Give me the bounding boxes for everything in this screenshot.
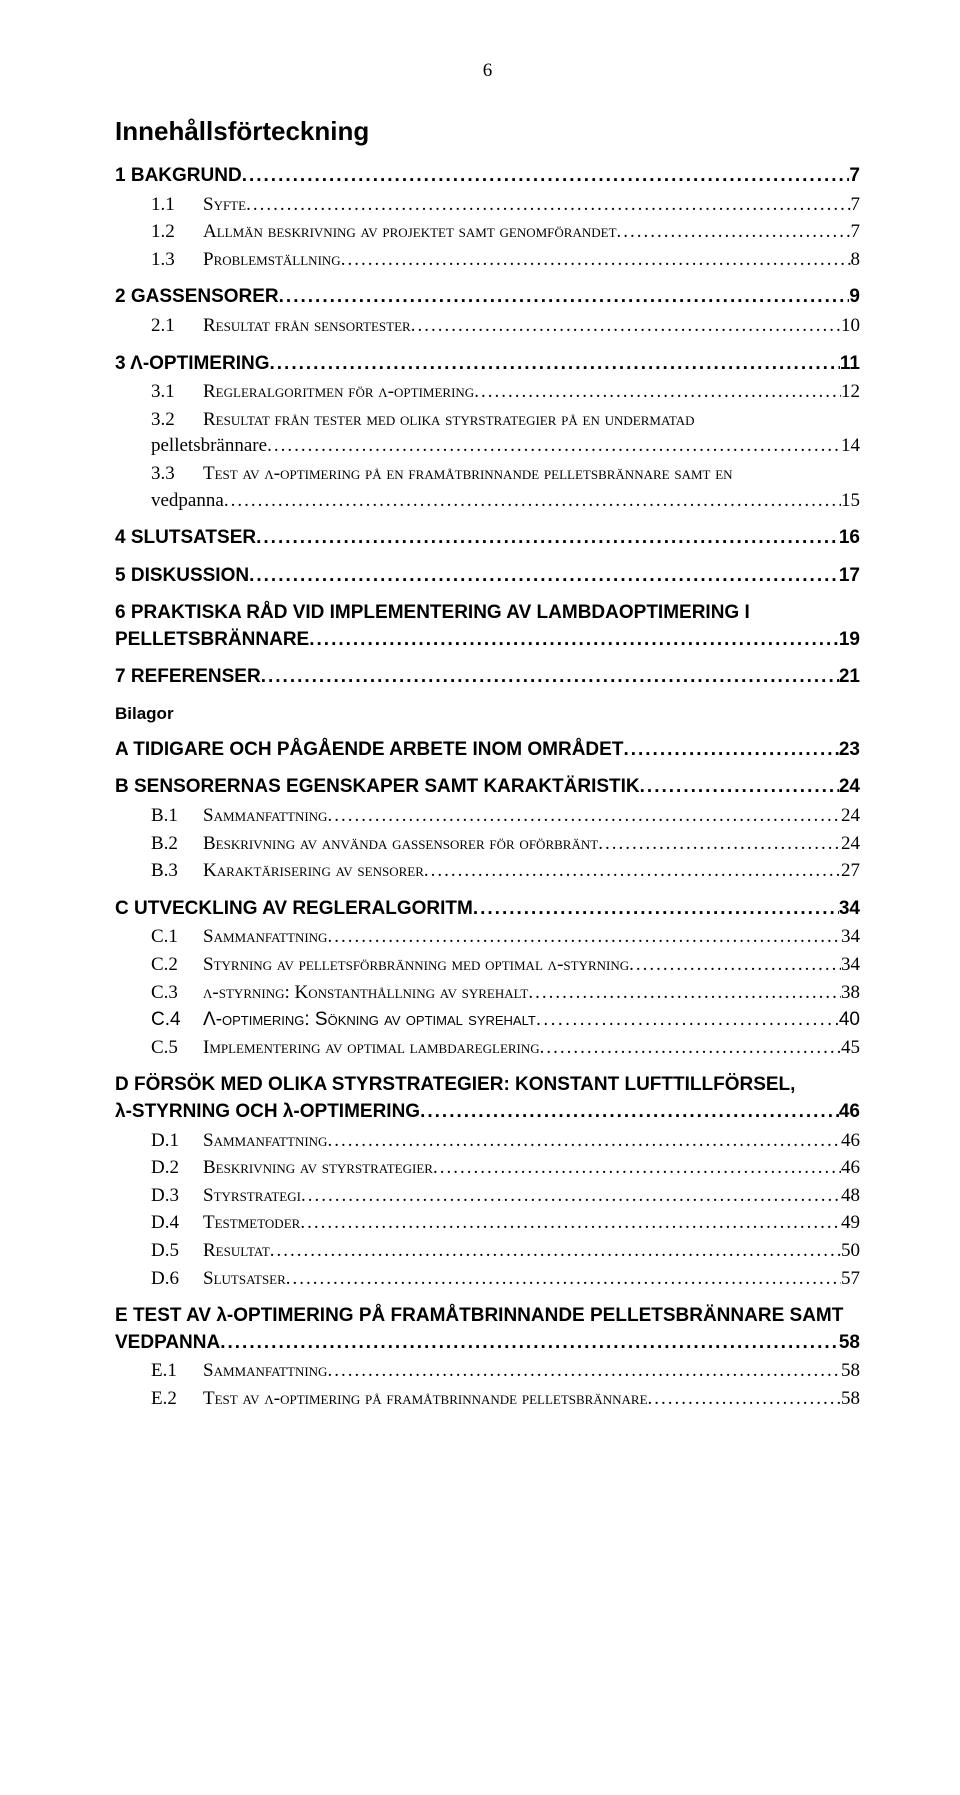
toc-entry-h2: C.5Implementering av optimal lambdaregle… [115, 1035, 860, 1062]
toc-entry-h2: C.3λ-styrning: Konstanthållning av syreh… [115, 980, 860, 1007]
toc-entry-h2: C.4Λ-optimering: Sökning av optimal syre… [115, 1007, 860, 1034]
toc-entry-h2: 3.2Resultat från tester med olika styrst… [115, 407, 860, 460]
toc-entry-h2: 1.2Allmän beskrivning av projektet samt … [115, 219, 860, 246]
toc-entry-h1: E TEST AV λ-OPTIMERING PÅ FRAMÅTBRINNAND… [115, 1303, 860, 1356]
toc-entry-h2: D.5Resultat.............................… [115, 1238, 860, 1265]
toc-entry-h2: 1.1Syfte................................… [115, 192, 860, 219]
toc-entry-h2: B.1Sammanfattning.......................… [115, 803, 860, 830]
toc-title: Innehållsförteckning [115, 113, 860, 149]
toc-entry-h2: D.1Sammanfattning.......................… [115, 1128, 860, 1155]
toc-entry-h2: E.1Sammanfattning.......................… [115, 1358, 860, 1385]
toc-entry-h2: 3.3Test av λ-optimering på en framåtbrin… [115, 461, 860, 514]
toc-entry-h1: 2 GASSENSORER...........................… [115, 284, 860, 311]
toc-body: 1 BAKGRUND..............................… [115, 163, 860, 1413]
toc-entry-h2: 3.1Regleralgoritmen för λ-optimering....… [115, 379, 860, 406]
toc-entry-h1: 5 DISKUSSION............................… [115, 563, 860, 590]
bilagor-heading: Bilagor [115, 702, 860, 726]
toc-entry-h2: D.3Styrstrategi.........................… [115, 1183, 860, 1210]
toc-entry-h1: B SENSORERNAS EGENSKAPER SAMT KARAKTÄRIS… [115, 774, 860, 801]
toc-entry-h2: D.6Slutsatser...........................… [115, 1266, 860, 1293]
toc-entry-h1: 3 Λ-OPTIMERING..........................… [115, 351, 860, 378]
toc-entry-h1: D FÖRSÖK MED OLIKA STYRSTRATEGIER: KONST… [115, 1072, 860, 1125]
toc-entry-h1: 7 REFERENSER............................… [115, 664, 860, 691]
toc-entry-h1: 1 BAKGRUND..............................… [115, 163, 860, 190]
toc-entry-h1: 4 SLUTSATSER............................… [115, 525, 860, 552]
toc-entry-h2: D.2Beskrivning av styrstrategier........… [115, 1155, 860, 1182]
toc-entry-h2: E.2Test av λ-optimering på framåtbrinnan… [115, 1386, 860, 1413]
toc-entry-h1: 6 PRAKTISKA RÅD VID IMPLEMENTERING AV LA… [115, 600, 860, 653]
toc-entry-h2: 2.1Resultat från sensortester...........… [115, 313, 860, 340]
toc-entry-h2: B.2Beskrivning av använda gassensorer fö… [115, 831, 860, 858]
toc-entry-h1: C UTVECKLING AV REGLERALGORITM..........… [115, 896, 860, 923]
toc-entry-h2: B.3Karaktärisering av sensorer..........… [115, 858, 860, 885]
toc-entry-h2: 1.3Problemställning.....................… [115, 247, 860, 274]
toc-entry-h2: C.2Styrning av pelletsförbränning med op… [115, 952, 860, 979]
page-number: 6 [115, 58, 860, 85]
toc-entry-h2: D.4Testmetoder..........................… [115, 1210, 860, 1237]
page-container: 6 Innehållsförteckning 1 BAKGRUND.......… [0, 0, 960, 1474]
toc-entry-h1: A TIDIGARE OCH PÅGÅENDE ARBETE INOM OMRÅ… [115, 737, 860, 764]
toc-entry-h2: C.1Sammanfattning.......................… [115, 924, 860, 951]
